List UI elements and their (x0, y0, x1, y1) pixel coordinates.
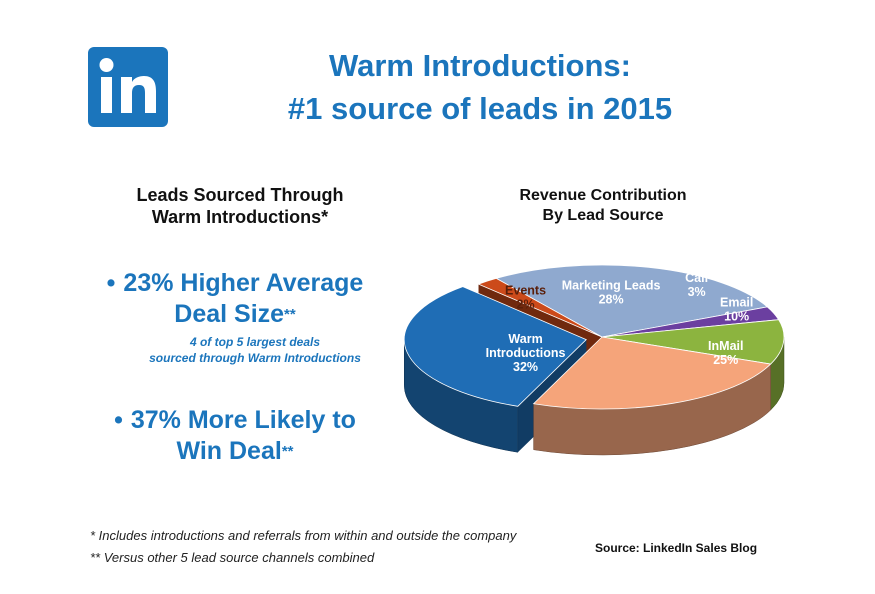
pie-label-warm-introductions-0: Warm (508, 332, 542, 346)
linkedin-logo-icon (99, 58, 156, 113)
pie-slice-warm-introductions (403, 286, 587, 407)
bullet-icon: • (114, 406, 123, 434)
pie-label-call-0: Call (685, 271, 708, 285)
pie-label-events-1: 2% (517, 297, 535, 311)
stat1-line1: 23% Higher Average (123, 269, 364, 297)
left-heading-line1: Leads Sourced Through (136, 185, 344, 205)
chart-title-line1: Revenue Contribution (519, 187, 687, 204)
pie-label-warm-introductions-1: Introductions (486, 346, 566, 360)
stat1-note: 4 of top 5 largest deals sourced through… (110, 334, 400, 366)
main-title-line2: #1 source of leads in 2015 (287, 91, 673, 126)
pie-slice-events (477, 277, 603, 338)
stat1-line2: Deal Size (174, 300, 285, 328)
pie-label-email-1: 10% (724, 310, 749, 324)
pie-label-inmail-0: InMail (708, 339, 743, 353)
pie-label-marketing-leads-1: 28% (599, 292, 624, 306)
main-title-line1: Warm Introductions: (329, 48, 631, 83)
stat1-note-line1: 4 of top 5 largest deals (189, 335, 321, 349)
stat2-line2: Win Deal (176, 437, 282, 465)
pie-label-call-1: 3% (688, 285, 706, 299)
pie-slice-inmail (532, 336, 772, 410)
stat-deal-size: • 23% Higher Average Deal Size** (70, 268, 400, 330)
bullet-icon: • (106, 269, 116, 297)
chart-title-line2: By Lead Source (542, 207, 664, 224)
pie-label-marketing-leads-0: Marketing Leads (562, 278, 661, 292)
stat2-marker: ** (281, 443, 294, 460)
stat2-line1: 37% More Likely to (130, 406, 356, 434)
left-heading-line2: Warm Introductions* (151, 207, 329, 227)
left-panel-heading: Leads Sourced Through Warm Introductions… (90, 184, 390, 228)
pie-label-warm-introductions-2: 32% (513, 360, 538, 374)
source-note: Source: LinkedIn Sales Blog (595, 541, 758, 555)
chart-title: Revenue Contribution By Lead Source (478, 186, 728, 226)
stat1-note-line2: sourced through Warm Introductions (149, 351, 361, 365)
linkedin-logo (88, 47, 168, 127)
pie-label-email-0: Email (720, 296, 753, 310)
pie-slice-email (601, 319, 785, 365)
footnote-2: ** Versus other 5 lead source channels c… (90, 550, 375, 565)
footnote-1: * Includes introductions and referrals f… (90, 528, 517, 543)
pie-label-inmail-1: 25% (713, 353, 738, 367)
stat1-marker: ** (284, 306, 296, 323)
pie-label-events-0: Events (505, 283, 546, 297)
stat-win-rate: • 37% More Likely to Win Deal** (70, 405, 400, 467)
